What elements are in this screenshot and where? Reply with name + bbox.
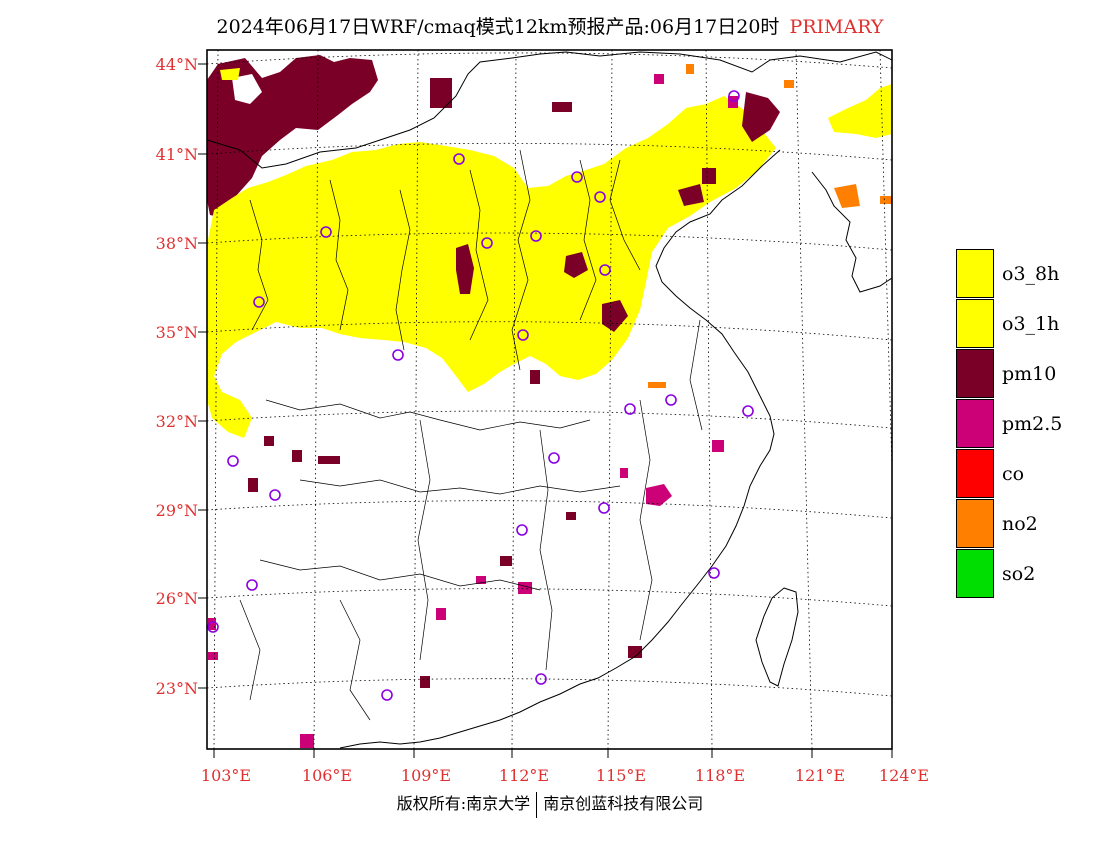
site-markers xyxy=(207,90,754,701)
coastline xyxy=(339,149,781,749)
pm10-patch-14 xyxy=(628,646,642,658)
legend-item-pm25: pm2.5 xyxy=(956,399,1081,449)
lat-label-26: 26°N xyxy=(155,589,198,608)
pm25-patch-5 xyxy=(436,608,446,620)
pm10-patch-6 xyxy=(678,184,704,206)
legend-item-no2: no2 xyxy=(956,499,1081,549)
pm25-patch-9 xyxy=(476,576,486,584)
pm10-patch-15 xyxy=(420,676,430,688)
legend-item-co: co xyxy=(956,449,1081,499)
legend-item-pm10: pm10 xyxy=(956,349,1081,399)
map-title: 2024年06月17日WRF/cmaq模式12km预报产品:06月17日20时 P… xyxy=(0,12,1100,39)
footer-separator xyxy=(536,791,538,818)
lon-label-118: 118°E xyxy=(694,766,746,785)
lat-label-41: 41°N xyxy=(155,145,198,164)
legend-label: pm10 xyxy=(1002,363,1057,385)
copyright-footer: 版权所有:南京大学 南京创蓝科技有限公司 xyxy=(0,790,1100,818)
legend-swatch xyxy=(956,449,994,498)
lon-label-103: 103°E xyxy=(200,766,252,785)
pm10-patch-11 xyxy=(292,450,302,462)
korea-outline xyxy=(811,171,892,293)
lon-label-112: 112°E xyxy=(498,766,550,785)
primary-tag: PRIMARY xyxy=(789,16,884,38)
no2-patch-1 xyxy=(834,184,860,208)
pm10-patch-10 xyxy=(318,456,340,464)
pm10-patch-8 xyxy=(552,102,572,112)
legend-swatch xyxy=(956,549,994,598)
pm25-patch-2 xyxy=(712,440,724,452)
pm25-patch-7 xyxy=(208,618,216,630)
pm10-patch-3 xyxy=(564,252,588,278)
legend-swatch xyxy=(956,249,994,298)
legend-swatch xyxy=(956,399,994,448)
pm10-patch-1 xyxy=(742,92,780,142)
no2-patch-2 xyxy=(880,196,892,204)
legend: o3_8h o3_1h pm10 pm2.5 co no2 so2 xyxy=(956,249,1081,599)
no2-patch-4 xyxy=(686,64,694,74)
legend-label: co xyxy=(1002,463,1025,485)
lat-label-35: 35°N xyxy=(155,323,198,342)
legend-label: o3_8h xyxy=(1002,263,1060,285)
province-borders xyxy=(239,149,703,721)
lat-label-23: 23°N xyxy=(155,679,198,698)
pm10-patch-17 xyxy=(566,512,576,520)
legend-label: pm2.5 xyxy=(1002,413,1063,435)
lat-label-32: 32°N xyxy=(155,412,198,431)
legend-label: no2 xyxy=(1002,513,1038,535)
lat-label-38: 38°N xyxy=(155,234,198,253)
pm10-patch-2 xyxy=(456,244,474,294)
pm25-patch-3 xyxy=(518,582,532,594)
no2-patch-5 xyxy=(784,80,794,88)
legend-swatch xyxy=(956,499,994,548)
pm25-patch-10 xyxy=(208,652,218,660)
pm10-patch-5 xyxy=(430,78,452,108)
pm25-patch-1 xyxy=(646,484,672,506)
legend-item-so2: so2 xyxy=(956,549,1081,599)
lon-label-124: 124°E xyxy=(878,766,930,785)
pm10-patch-9 xyxy=(264,436,274,446)
graticule xyxy=(207,50,892,749)
o3-patch-north xyxy=(220,68,240,80)
map-content xyxy=(207,50,892,749)
pm10-patch-4 xyxy=(602,300,628,332)
lat-label-29: 29°N xyxy=(155,501,198,520)
map-frame xyxy=(206,49,893,750)
pm25-patch-6 xyxy=(654,74,664,84)
title-text: 2024年06月17日WRF/cmaq模式12km预报产品:06月17日20时 xyxy=(216,16,780,38)
pm10-patch-16 xyxy=(530,370,540,384)
taiwan-outline xyxy=(755,587,799,687)
pm10-patch-13 xyxy=(500,556,512,566)
o3-area-main xyxy=(207,96,776,438)
lon-label-115: 115°E xyxy=(595,766,647,785)
lon-label-109: 109°E xyxy=(400,766,452,785)
no2-patch-3 xyxy=(648,382,666,388)
legend-label: o3_1h xyxy=(1002,313,1060,335)
legend-swatch xyxy=(956,349,994,398)
pm25-patch-4 xyxy=(300,734,314,748)
copyright-right: 南京创蓝科技有限公司 xyxy=(543,794,704,813)
legend-swatch xyxy=(956,299,994,348)
pm25-patch-8 xyxy=(728,96,738,108)
o3-area-northeast xyxy=(828,84,892,138)
lon-label-106: 106°E xyxy=(301,766,353,785)
pm25-patch-11 xyxy=(620,468,628,478)
pm10-patch-7 xyxy=(702,168,716,184)
copyright-left: 版权所有:南京大学 xyxy=(396,794,531,813)
legend-item-o3-1h: o3_1h xyxy=(956,299,1081,349)
white-gap xyxy=(232,74,262,104)
legend-label: so2 xyxy=(1002,563,1036,585)
axis-ticks xyxy=(198,63,893,758)
pm10-patch-12 xyxy=(248,478,258,492)
legend-item-o3-8h: o3_8h xyxy=(956,249,1081,299)
lat-label-44: 44°N xyxy=(155,55,198,74)
lon-label-121: 121°E xyxy=(794,766,846,785)
